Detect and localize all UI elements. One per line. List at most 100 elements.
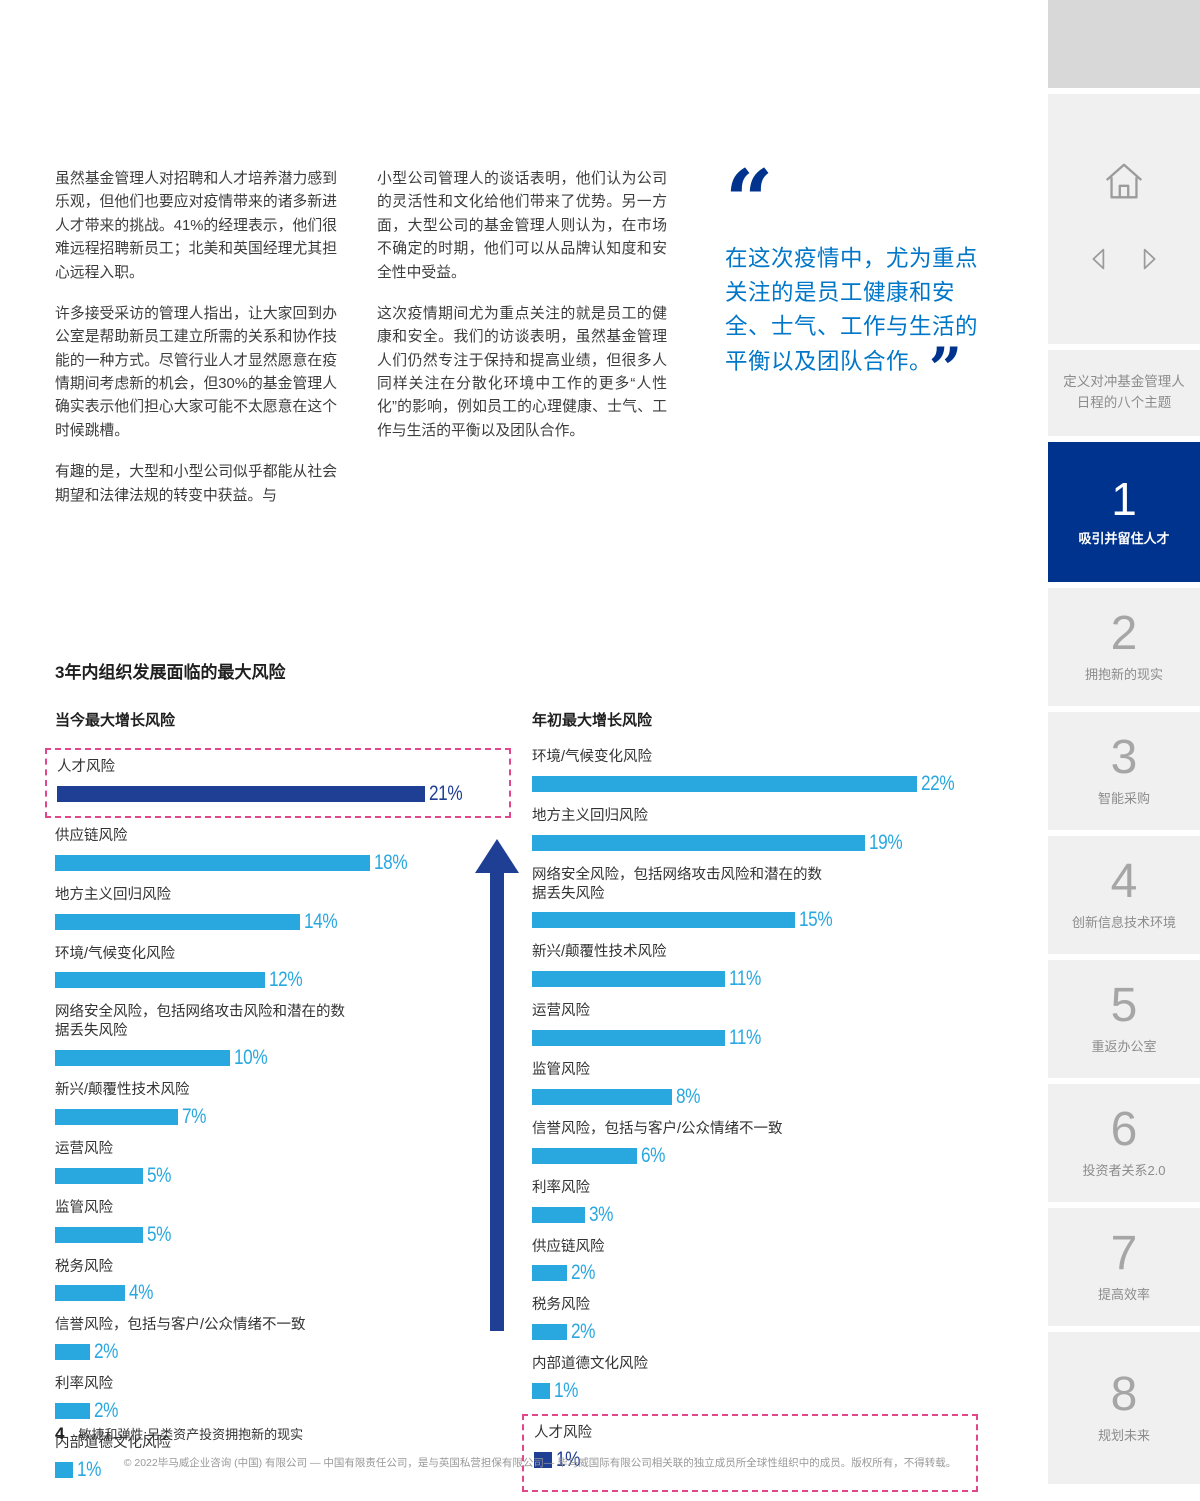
risk-value: 2%: [571, 1320, 596, 1344]
sidebar-item-8[interactable]: 8 规划未来: [1048, 1332, 1200, 1484]
sidebar-item-5[interactable]: 5 重返办公室: [1048, 960, 1200, 1078]
risk-value: 1%: [554, 1379, 579, 1403]
sidebar-item-6[interactable]: 6 投资者关系2.0: [1048, 1084, 1200, 1202]
open-quote-icon: “: [725, 151, 774, 250]
risk-label: 人才风险: [57, 759, 115, 775]
risk-label: 税务风险: [532, 1297, 590, 1314]
risk-item: 环境/气候变化风险 22%: [532, 748, 1048, 796]
report-page: 虽然基金管理人对招聘和人才培养潜力感到乐观，但他们也要应对疫情带来的诸多新进人才…: [45, 151, 993, 1492]
sidebar-item-1[interactable]: 1 吸引并留住人才: [1048, 442, 1200, 582]
sidebar-item-number: 4: [1110, 854, 1138, 908]
risk-value: 14%: [304, 909, 338, 933]
sidebar-item-number: 8: [1110, 1367, 1138, 1421]
sidebar-item-3[interactable]: 3 智能采购: [1048, 712, 1200, 830]
home-icon[interactable]: [1101, 158, 1147, 204]
risk-bar-row: 11%: [532, 967, 1048, 991]
risk-bar-row: 2%: [55, 1340, 525, 1364]
risk-bar: [532, 1265, 567, 1282]
arrow-head: [475, 839, 519, 873]
risk-charts-section: 3年内组织发展面临的最大风险 当今最大增长风险 人才风险 21% 供应链风险 18% 地…: [45, 658, 1048, 1501]
risk-bar: [532, 775, 917, 792]
risk-label: 运营风险: [532, 1003, 590, 1020]
risk-bar: [55, 913, 300, 930]
risk-item: 税务风险 4%: [55, 1258, 525, 1306]
sidebar-item-number: 3: [1110, 730, 1138, 784]
risk-label: 利率风险: [532, 1179, 590, 1196]
risk-bar-row: 6%: [532, 1144, 1048, 1168]
page-footer: 4 敏捷和弹性:另类资产投资拥抱新的现实: [55, 1424, 303, 1444]
navigation-sidebar: 定义对冲基金管理人日程的八个主题 1 吸引并留住人才 2 拥抱新的现实 3 智能采购 4 创新…: [1048, 0, 1200, 1484]
sidebar-item-2[interactable]: 2 拥抱新的现实: [1048, 588, 1200, 706]
sidebar-top-block: [1048, 0, 1200, 88]
risk-label: 网络安全风险，包括网络攻击风险和潜在的数据丢失风险: [55, 1004, 345, 1040]
next-page-icon[interactable]: [1134, 244, 1164, 274]
risk-value: 8%: [676, 1084, 701, 1108]
risk-value: 11%: [729, 1026, 761, 1050]
sidebar-intro-text: 定义对冲基金管理人日程的八个主题: [1048, 350, 1200, 436]
risk-bar-row: 18%: [55, 851, 525, 875]
risk-item-highlighted: 人才风险 21%: [45, 748, 511, 818]
risk-item: 税务风险 2%: [532, 1296, 1048, 1344]
risk-bar-row: 5%: [55, 1223, 525, 1247]
chart-today: 当今最大增长风险 人才风险 21% 供应链风险 18% 地方主义回归风险 14% 环境/气候…: [45, 709, 525, 1501]
risk-bar: [55, 1344, 90, 1361]
risk-bar-row: 2%: [532, 1320, 1048, 1344]
risk-label: 新兴/颠覆性技术风险: [532, 944, 667, 961]
document-title: 敏捷和弹性:另类资产投资拥抱新的现实: [78, 1427, 304, 1442]
risk-value: 5%: [147, 1163, 172, 1187]
risk-label: 信誉风险，包括与客户/公众情绪不一致: [532, 1120, 783, 1137]
sidebar-item-7[interactable]: 7 提高效率: [1048, 1208, 1200, 1326]
risk-item: 供应链风险 2%: [532, 1238, 1048, 1286]
previous-page-icon[interactable]: [1084, 244, 1114, 274]
risk-value: 21%: [429, 781, 463, 805]
risk-label: 环境/气候变化风险: [532, 749, 653, 765]
increase-arrow: [475, 839, 519, 1333]
sidebar-item-number: 6: [1110, 1102, 1138, 1156]
risk-value: 7%: [182, 1104, 207, 1128]
risk-value: 2%: [571, 1261, 596, 1285]
risk-bar: [55, 1167, 143, 1184]
sidebar-item-label: 智能采购: [1097, 790, 1150, 806]
pull-quote-text: 在这次疫情中，尤为重点关注的是员工健康和安全、士气、工作与生活的平衡以及团队合作…: [725, 242, 993, 398]
risk-bar-row: 7%: [55, 1105, 525, 1129]
article-text-row: 虽然基金管理人对招聘和人才培养潜力感到乐观，但他们也要应对疫情带来的诸多新进人才…: [55, 151, 993, 508]
risk-label: 新兴/颠覆性技术风险: [55, 1082, 190, 1099]
risk-item: 网络安全风险，包括网络攻击风险和潜在的数据丢失风险 15%: [532, 866, 1048, 933]
risk-label: 环境/气候变化风险: [55, 945, 176, 962]
chart-today-items: 人才风险 21% 供应链风险 18% 地方主义回归风险 14% 环境/气候变化风险 12% 网络…: [45, 748, 525, 1482]
risk-bar-row: 5%: [55, 1164, 525, 1188]
risk-item-highlighted: 人才风险 1%: [522, 1414, 978, 1492]
sidebar-item-number: 2: [1110, 606, 1138, 660]
risk-item: 内部道德文化风险 1%: [532, 1355, 1048, 1403]
risk-label: 利率风险: [55, 1376, 113, 1393]
risk-bar-row: 8%: [532, 1085, 1048, 1109]
article-column-2: 小型公司管理人的谈话表明，他们认为公司的灵活性和文化给他们带来了优势。另一方面，…: [377, 168, 667, 508]
risk-bar-row: 21%: [57, 782, 499, 806]
risk-bar: [532, 1147, 637, 1164]
risk-item: 利率风险 2%: [55, 1375, 525, 1423]
risk-bar: [532, 1088, 672, 1105]
risk-value: 1%: [77, 1457, 102, 1481]
risk-label: 内部道德文化风险: [532, 1356, 648, 1373]
risk-bar: [55, 1226, 143, 1243]
risk-value: 3%: [589, 1202, 614, 1226]
risk-label: 内部道德文化风险: [55, 1435, 171, 1452]
risk-value: 6%: [641, 1143, 666, 1167]
risk-item: 环境/气候变化风险 12%: [55, 945, 525, 993]
risk-item: 运营风险 11%: [532, 1002, 1048, 1050]
sidebar-item-label: 投资者关系2.0: [1082, 1162, 1166, 1178]
charts-row: 当今最大增长风险 人才风险 21% 供应链风险 18% 地方主义回归风险 14% 环境/气候…: [45, 709, 1048, 1501]
risk-bar: [532, 1383, 550, 1400]
risk-bar-row: 19%: [532, 831, 1048, 855]
pull-quote: “ 在这次疫情中，尤为重点关注的是员工健康和安全、士气、工作与生活的平衡以及团队…: [725, 151, 993, 508]
risk-value: 10%: [234, 1046, 268, 1070]
risk-bar-row: 1%: [532, 1379, 1048, 1403]
sidebar-item-label: 拥抱新的现实: [1084, 666, 1163, 682]
sidebar-item-4[interactable]: 4 创新信息技术环境: [1048, 836, 1200, 954]
risk-item: 地方主义回归风险 19%: [532, 807, 1048, 855]
risk-label: 地方主义回归风险: [55, 886, 171, 903]
risk-item: 供应链风险 18%: [55, 827, 525, 875]
risk-bar-row: 3%: [532, 1203, 1048, 1227]
paragraph: 小型公司管理人的谈话表明，他们认为公司的灵活性和文化给他们带来了优势。另一方面，…: [377, 171, 667, 281]
risk-bar: [55, 854, 370, 871]
